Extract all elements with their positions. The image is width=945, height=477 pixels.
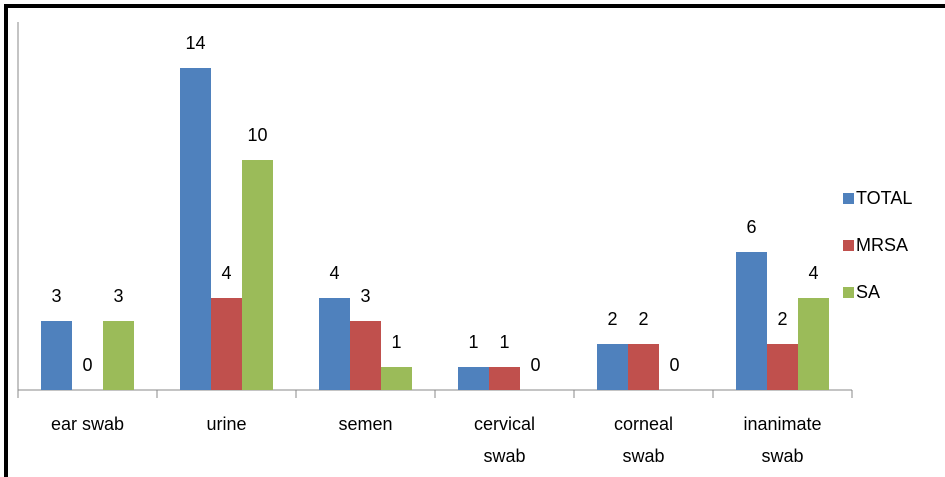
legend-label: SA [856, 282, 880, 302]
bar [381, 367, 412, 390]
data-label: 0 [669, 355, 679, 375]
data-label: 14 [185, 33, 205, 53]
data-label: 2 [607, 309, 617, 329]
bar [103, 321, 134, 390]
data-label: 4 [329, 263, 339, 283]
bar [242, 160, 273, 390]
bar [458, 367, 489, 390]
x-tick-label: urine [206, 414, 247, 434]
data-label: 3 [113, 286, 123, 306]
bar [798, 298, 829, 390]
bar [41, 321, 72, 390]
data-label: 1 [391, 332, 401, 352]
bar [628, 344, 659, 390]
bar [767, 344, 798, 390]
x-tick-label: semen [338, 414, 393, 434]
x-tick-label: inanimate swab [743, 414, 822, 466]
bar [489, 367, 520, 390]
data-label: 2 [638, 309, 648, 329]
bar [350, 321, 381, 390]
bar [180, 68, 211, 390]
legend-label: MRSA [856, 235, 908, 255]
legend-swatch [843, 287, 854, 298]
legend-swatch [843, 240, 854, 251]
legend-swatch [843, 193, 854, 204]
x-tick-label: cervical swab [473, 414, 535, 466]
bar [211, 298, 242, 390]
data-label: 0 [82, 355, 92, 375]
bar [597, 344, 628, 390]
data-label: 0 [530, 355, 540, 375]
legend-label: TOTAL [856, 188, 912, 208]
data-label: 1 [499, 332, 509, 352]
data-label: 4 [221, 263, 231, 283]
data-label: 3 [51, 286, 61, 306]
bar [319, 298, 350, 390]
x-tick-label: ear swab [50, 414, 125, 434]
data-label: 3 [360, 286, 370, 306]
bar [736, 252, 767, 390]
data-label: 6 [746, 217, 756, 237]
x-tick-label: corneal swab [613, 414, 674, 466]
data-label: 1 [468, 332, 478, 352]
data-label: 2 [777, 309, 787, 329]
data-label: 4 [808, 263, 818, 283]
data-label: 10 [247, 125, 267, 145]
